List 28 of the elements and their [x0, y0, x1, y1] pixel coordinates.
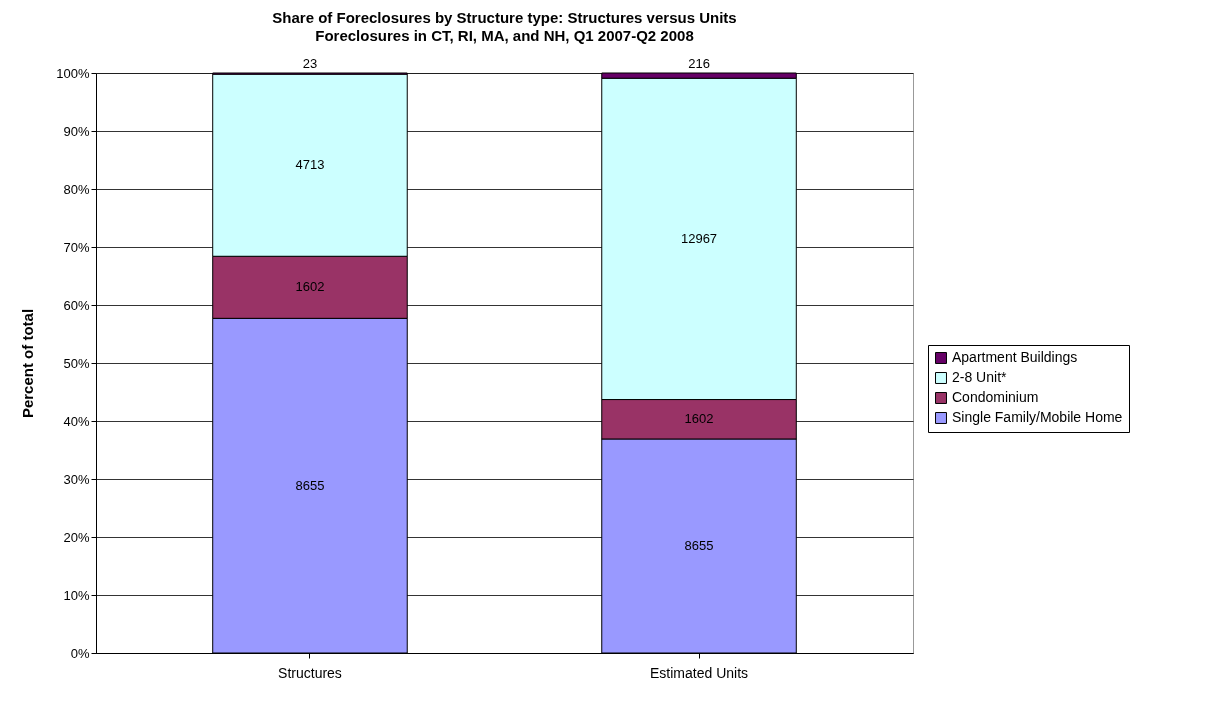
annotation: 1602 — [295, 279, 325, 295]
y-tick-label: 90% — [63, 123, 90, 139]
annotation: 8655 — [684, 537, 714, 553]
annotation: 8655 — [295, 477, 325, 493]
chart-title: Share of Foreclosures by Structure type: Structures versus Units — [272, 9, 737, 26]
legend-label: 2-8 Unit* — [952, 369, 1008, 385]
y-tick-label: 60% — [63, 297, 90, 313]
text: 23 — [302, 56, 318, 71]
legend-label: Apartment Buildings — [952, 349, 1078, 365]
y-tick-label: 70% — [63, 239, 90, 255]
annotation: 1602 — [684, 411, 714, 427]
y-tick-label: 0% — [70, 645, 90, 661]
y-tick-label: 40% — [63, 413, 90, 429]
y-axis-title: Percent of total — [19, 308, 37, 419]
annotation: 4713 — [295, 157, 325, 173]
legend-label: Single Family/Mobile Home — [952, 409, 1123, 425]
x-tick-label: Estimated Units — [650, 664, 749, 681]
y-tick-label: 50% — [63, 355, 90, 371]
y-tick-label: 10% — [63, 587, 90, 603]
y-tick-label: 20% — [63, 529, 90, 545]
legend-label: Condominium — [952, 389, 1039, 405]
annotation: 12967 — [680, 230, 718, 246]
text: 216 — [688, 56, 710, 71]
y-tick-label: 100% — [56, 65, 90, 81]
chart-subtitle: Foreclosures in CT, RI, MA, and NH, Q1 2007-Q2 2008 — [315, 27, 694, 44]
x-tick-label: Structures — [278, 664, 342, 681]
y-tick-label: 30% — [63, 471, 90, 487]
y-tick-label: 80% — [63, 181, 90, 197]
